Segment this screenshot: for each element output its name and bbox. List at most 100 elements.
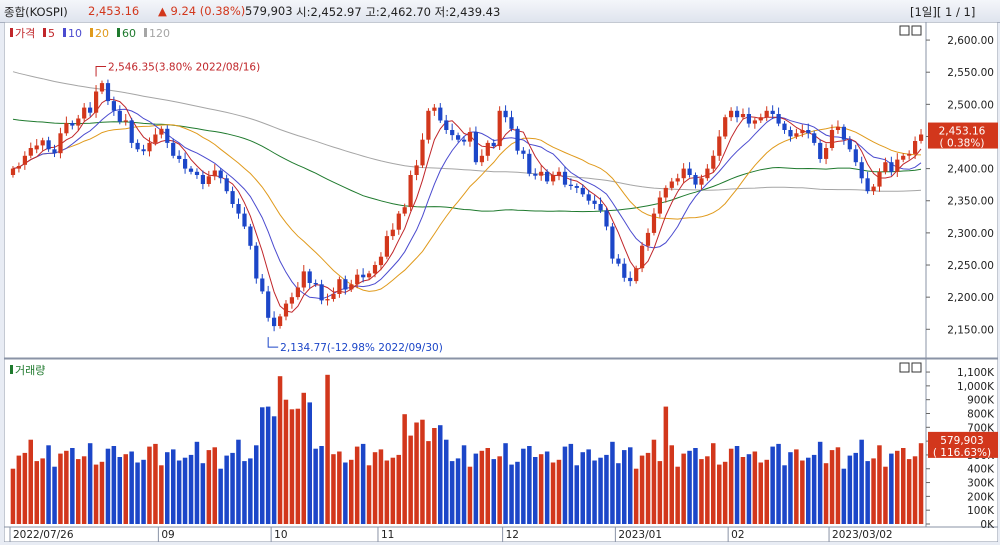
volume-bar bbox=[918, 443, 924, 524]
candle-body bbox=[580, 187, 585, 195]
volume-tick-label: 700K bbox=[967, 422, 995, 434]
volume-bar bbox=[687, 450, 692, 524]
volume-bar bbox=[277, 376, 283, 524]
volume-bar bbox=[34, 461, 39, 524]
volume-bar bbox=[260, 407, 265, 524]
candle-body bbox=[503, 110, 508, 118]
header-bar: 종합(KOSPI) 2,453.16 ▲ 9.24 (0.38%) 579,90… bbox=[0, 0, 1000, 23]
legend-swatch-price bbox=[10, 28, 13, 37]
candle-body bbox=[497, 110, 502, 147]
panel-button-2[interactable] bbox=[899, 362, 910, 373]
candle-body bbox=[847, 139, 852, 150]
candle-body bbox=[313, 283, 318, 285]
volume-bar bbox=[337, 451, 342, 524]
candle-body bbox=[723, 117, 728, 137]
volume-bar bbox=[568, 443, 574, 524]
volume-bar bbox=[491, 459, 496, 524]
candle-body bbox=[669, 181, 674, 188]
candle-body bbox=[141, 149, 146, 152]
volume-bar bbox=[610, 441, 615, 524]
volume-bar bbox=[307, 402, 312, 524]
candle-body bbox=[604, 210, 609, 227]
period-indicator[interactable]: [1일][ 1 / 1] bbox=[910, 5, 976, 19]
legend-label-ma20: 20 bbox=[95, 27, 109, 40]
candle-body bbox=[645, 232, 651, 246]
volume-bar bbox=[533, 457, 538, 524]
candle-body bbox=[473, 132, 478, 163]
candle-body bbox=[788, 130, 793, 137]
candle-body bbox=[515, 128, 520, 151]
volume-bar bbox=[22, 452, 28, 524]
volume-bar bbox=[64, 450, 69, 524]
ohlc-values: 시:2,452.97 고:2,462.70 저:2,439.43 bbox=[296, 5, 501, 19]
panel-button-0[interactable] bbox=[899, 25, 910, 36]
volume-tick-label: 1,000K bbox=[957, 381, 995, 393]
volume-bar bbox=[817, 441, 823, 524]
candle-body bbox=[871, 186, 876, 192]
candle-body bbox=[758, 117, 763, 121]
volume-bar bbox=[295, 408, 301, 524]
volume-value: 579,903 bbox=[245, 4, 293, 18]
volume-bar bbox=[402, 414, 407, 524]
panel-button-3[interactable] bbox=[911, 362, 922, 373]
volume-bar bbox=[16, 455, 22, 524]
volume-bar bbox=[408, 435, 413, 524]
volume-bar bbox=[877, 445, 882, 524]
price-tick-label: 2,400.00 bbox=[947, 164, 994, 176]
volume-bar bbox=[764, 459, 769, 524]
candle-body bbox=[586, 194, 591, 201]
candle-body bbox=[438, 107, 443, 121]
candle-body bbox=[883, 162, 888, 172]
candle-body bbox=[414, 165, 419, 175]
volume-bar bbox=[841, 468, 847, 524]
candle-body bbox=[556, 171, 562, 175]
volume-bar bbox=[343, 462, 348, 524]
volume-bar bbox=[325, 374, 330, 524]
volume-bar bbox=[865, 461, 870, 524]
candle-body bbox=[818, 142, 823, 159]
current-price-label-bg bbox=[928, 122, 998, 149]
candle-body bbox=[740, 114, 746, 118]
candle-body bbox=[752, 120, 757, 124]
volume-bar bbox=[117, 457, 122, 524]
volume-bar bbox=[99, 461, 105, 524]
candle-body bbox=[568, 184, 573, 186]
volume-bar bbox=[527, 446, 532, 524]
candle-body bbox=[806, 130, 811, 134]
candle-body bbox=[794, 133, 799, 137]
candle-body bbox=[319, 284, 324, 301]
low-annotation: 2,134.77(-12.98% 2022/09/30) bbox=[280, 342, 443, 354]
price-tick-label: 2,350.00 bbox=[947, 196, 994, 208]
candle-body bbox=[70, 123, 75, 126]
candle-body bbox=[545, 171, 550, 182]
candle-body bbox=[640, 245, 645, 269]
volume-bar bbox=[616, 463, 621, 524]
volume-bar bbox=[444, 439, 449, 524]
volume-bar bbox=[823, 463, 829, 524]
x-tick-label: 2023/03/02 bbox=[832, 529, 893, 541]
candle-body bbox=[711, 155, 716, 169]
legend-swatch-ma10 bbox=[63, 28, 66, 37]
candle-body bbox=[628, 277, 633, 282]
volume-bar bbox=[141, 459, 146, 524]
low-marker bbox=[267, 337, 279, 348]
panel-button-1[interactable] bbox=[911, 25, 922, 36]
x-tick-label: 09 bbox=[161, 529, 174, 541]
volume-bar bbox=[283, 399, 289, 524]
volume-bar bbox=[384, 460, 390, 524]
candle-body bbox=[266, 291, 271, 318]
price-tick-label: 2,500.00 bbox=[947, 99, 994, 111]
candle-body bbox=[764, 110, 769, 118]
volume-bar bbox=[651, 439, 657, 524]
price-tick-label: 2,200.00 bbox=[947, 292, 994, 304]
volume-bar bbox=[859, 439, 864, 524]
volume-bar bbox=[188, 454, 194, 524]
volume-bar bbox=[289, 409, 295, 524]
volume-bar bbox=[657, 461, 663, 524]
candle-body bbox=[657, 197, 662, 214]
candle-body bbox=[877, 171, 882, 187]
candle-body bbox=[16, 166, 21, 169]
candle-body bbox=[450, 130, 455, 136]
volume-tick-label: 300K bbox=[967, 478, 995, 490]
ma20-line bbox=[12, 124, 922, 292]
